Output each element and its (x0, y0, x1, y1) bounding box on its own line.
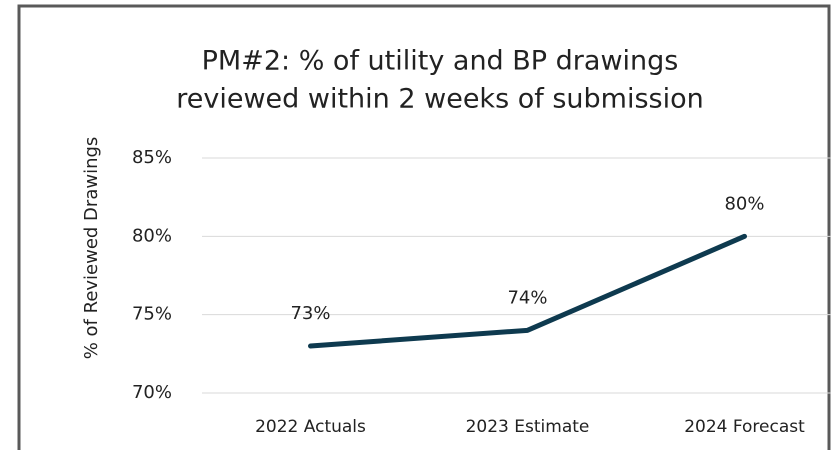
data-label: 73% (290, 303, 330, 324)
y-axis-title: % of Reviewed Drawings (81, 137, 102, 360)
y-tick-label: 75% (132, 304, 172, 325)
y-tick-label: 70% (132, 382, 172, 403)
data-label: 74% (507, 287, 547, 308)
x-tick-label: 2024 Forecast (684, 417, 805, 437)
x-tick-label: 2022 Actuals (255, 417, 366, 437)
data-label: 80% (724, 193, 764, 214)
chart-title-line: PM#2: % of utility and BP drawings (202, 46, 679, 77)
chart-title-line: reviewed within 2 weeks of submission (176, 84, 703, 115)
data-line (308, 233, 747, 349)
chart-frame (17, 4, 831, 450)
x-tick-label: 2023 Estimate (466, 417, 590, 437)
y-tick-label: 85% (132, 147, 172, 168)
y-tick-label: 80% (132, 225, 172, 246)
